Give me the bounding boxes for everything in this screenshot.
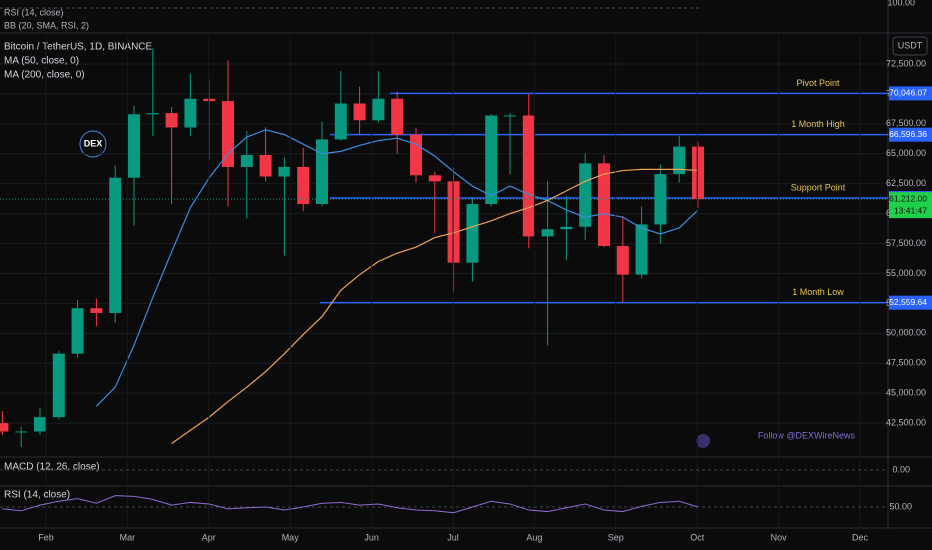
candle-body — [673, 146, 686, 175]
candle-body — [71, 308, 84, 354]
candle-body — [184, 98, 197, 128]
countdown: 13:41:47 — [894, 205, 927, 215]
candle-body — [334, 103, 347, 140]
level-name: 1 Month Low — [792, 287, 844, 297]
indicator-label: RSI (14, close) — [4, 7, 64, 17]
candle-body — [165, 113, 178, 128]
legend-entry: MA (200, close, 0) — [4, 70, 85, 81]
candle-body — [278, 166, 291, 177]
candle-body — [146, 113, 159, 115]
candle-body — [222, 101, 234, 167]
candle-body — [485, 115, 498, 205]
candle-body — [109, 177, 122, 313]
candle-body — [34, 417, 46, 432]
x-tick-label: Mar — [120, 532, 136, 542]
x-tick-label: Apr — [202, 532, 216, 542]
ma-line — [171, 168, 699, 444]
candle-body — [616, 245, 629, 275]
x-tick-label: Jul — [447, 532, 459, 542]
x-tick-label: Oct — [690, 532, 705, 542]
x-tick-label: May — [282, 532, 300, 542]
candle-body — [353, 103, 366, 121]
indicator-tick: 50.00 — [889, 501, 912, 511]
candle-body — [635, 224, 648, 275]
level-tag — [889, 86, 932, 101]
main-pane — [0, 48, 888, 448]
candle-body — [15, 431, 28, 433]
level-tag-label: 66,596.36 — [889, 129, 927, 139]
level-name: Pivot Point — [796, 78, 840, 88]
candle-body — [410, 134, 422, 176]
x-tick-label: Aug — [526, 532, 542, 542]
candle-body — [128, 114, 140, 178]
currency-button[interactable] — [892, 36, 928, 56]
candle-body — [692, 146, 704, 200]
candle-body — [522, 115, 535, 237]
watermark: Follow @DEXWireNews — [758, 430, 856, 440]
bolt-icon — [696, 434, 710, 448]
level-tag — [889, 295, 932, 310]
y-tick-label: 45,000.00 — [886, 388, 926, 398]
rsi-line — [2, 495, 699, 514]
indicator-label: RSI (14, close) — [4, 490, 70, 501]
candle-body — [52, 353, 65, 418]
x-tick-label: Nov — [771, 532, 788, 542]
indicator-label: MACD (12, 26, close) — [4, 462, 100, 473]
candle-body — [297, 166, 310, 205]
indicator-label: BB (20, SMA, RSI, 2) — [4, 20, 89, 30]
y-tick-label: 57,500.00 — [886, 238, 926, 248]
y-tick-label: 72,500.00 — [886, 58, 926, 68]
candle-body — [598, 163, 610, 246]
candle-body — [428, 175, 441, 182]
currency-label: USDT — [898, 40, 923, 50]
legend-entry: MA (50, close, 0) — [4, 56, 79, 67]
candle-body — [579, 163, 592, 227]
y-tick-label: 42,500.00 — [886, 417, 926, 427]
y-tick-label: 65,000.00 — [886, 148, 926, 158]
level-name: 1 Month High — [791, 119, 845, 129]
chart-title: Bitcoin / TetherUS, 1D, BINANCE — [4, 42, 153, 53]
candle-body — [560, 226, 573, 230]
candle-body — [466, 204, 479, 263]
last-price-tag — [889, 192, 932, 219]
candle-body — [259, 154, 272, 177]
candle-body — [391, 98, 404, 135]
logo-ring — [79, 130, 107, 158]
logo: DEX — [84, 138, 103, 148]
ma-line — [95, 129, 699, 407]
y-tick-label: 62,500.00 — [886, 178, 926, 188]
y-tick-label: 67,500.00 — [886, 118, 926, 128]
y-tick-label: 50,000.00 — [886, 328, 926, 338]
candle-body — [90, 308, 103, 313]
x-tick-label: Jun — [364, 532, 379, 542]
candle-body — [372, 98, 385, 121]
candle-body — [504, 115, 516, 117]
last-price-label: 61,212.00 — [889, 193, 927, 203]
candle-body — [240, 154, 253, 167]
level-name: Support Point — [791, 182, 846, 192]
x-tick-label: Dec — [852, 532, 869, 542]
x-tick-label: Sep — [608, 532, 624, 542]
candle-body — [541, 229, 554, 237]
y-tick-label: 55,000.00 — [886, 268, 926, 278]
candle-body — [447, 181, 460, 263]
level-tag — [889, 127, 932, 142]
indicator-tick: 100.00 — [887, 0, 915, 7]
candle-body — [316, 139, 328, 205]
level-tag-label: 70,046.07 — [889, 88, 927, 98]
x-tick-label: Feb — [38, 532, 54, 542]
candle-body — [0, 423, 9, 432]
y-tick-label: 47,500.00 — [886, 358, 926, 368]
level-tag-label: 52,559.64 — [889, 297, 927, 307]
indicator-tick: 0.00 — [892, 464, 910, 474]
